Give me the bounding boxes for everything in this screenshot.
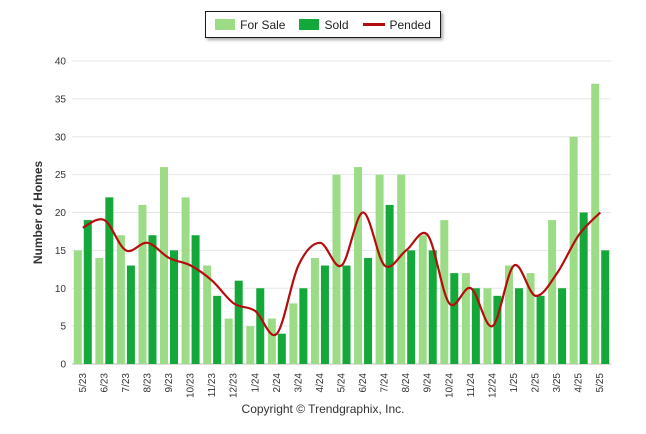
- legend-label-for-sale: For Sale: [240, 17, 286, 32]
- sold-bar: [364, 257, 373, 364]
- y-axis-title: Number of Homes: [31, 161, 45, 265]
- x-tick-label: 2/24: [272, 373, 283, 393]
- for-sale-bar: [73, 250, 82, 364]
- for-sale-bar: [160, 167, 169, 364]
- x-tick-label: 10/23: [186, 373, 197, 398]
- sold-bar: [428, 250, 437, 364]
- sold-bar: [342, 265, 351, 364]
- sold-bar: [170, 250, 179, 364]
- legend-item-sold[interactable]: Sold: [299, 17, 349, 32]
- x-tick-label: 5/24: [337, 373, 348, 393]
- x-tick-label: 5/25: [595, 373, 606, 393]
- x-tick-label: 6/24: [358, 373, 369, 393]
- for-sale-bar: [116, 235, 125, 364]
- for-sale-bar: [95, 257, 104, 364]
- for-sale-bar: [181, 197, 190, 364]
- y-tick-label: 35: [55, 94, 67, 105]
- x-tick-label: 8/24: [401, 373, 412, 393]
- sold-bar: [558, 288, 567, 364]
- sold-swatch-icon: [299, 19, 320, 30]
- for-sale-bar: [483, 288, 492, 364]
- x-tick-label: 4/24: [315, 373, 326, 393]
- sold-bar: [126, 265, 135, 364]
- sold-bar: [536, 295, 545, 364]
- for-sale-bar: [504, 265, 513, 364]
- x-tick-label: 2/25: [531, 373, 542, 393]
- for-sale-bar: [310, 257, 319, 364]
- x-tick-label: 10/24: [444, 373, 455, 398]
- sold-bar: [256, 288, 265, 364]
- legend-item-pended[interactable]: Pended: [362, 17, 431, 32]
- x-tick-label: 4/25: [574, 373, 585, 393]
- sold-bar: [299, 288, 308, 364]
- sold-bar: [320, 265, 329, 364]
- x-tick-label: 3/25: [552, 373, 563, 393]
- x-tick-label: 5/23: [78, 373, 89, 393]
- for-sale-bar: [375, 174, 384, 364]
- x-tick-label: 3/24: [293, 373, 304, 393]
- x-tick-label: 1/25: [509, 373, 520, 393]
- for-sale-bar: [246, 326, 255, 364]
- for-sale-bar: [591, 83, 600, 364]
- sold-bar: [407, 250, 416, 364]
- sold-bar: [234, 280, 243, 364]
- for-sale-swatch-icon: [215, 19, 236, 30]
- y-tick-label: 5: [60, 322, 66, 333]
- for-sale-bar: [354, 167, 363, 364]
- x-tick-label: 11/24: [466, 373, 477, 398]
- for-sale-bar: [397, 174, 406, 364]
- sold-bar: [277, 333, 286, 364]
- for-sale-bar: [548, 220, 557, 364]
- x-tick-label: 9/24: [423, 373, 434, 393]
- for-sale-bar: [289, 303, 298, 364]
- pended-line-swatch-icon: [362, 23, 385, 26]
- for-sale-bar: [569, 136, 578, 364]
- y-tick-label: 0: [60, 360, 66, 371]
- x-tick-label: 6/23: [99, 373, 110, 393]
- sold-bar: [493, 295, 502, 364]
- x-tick-label: 12/23: [229, 373, 240, 398]
- sold-bar: [601, 250, 610, 364]
- for-sale-bar: [224, 318, 233, 364]
- x-tick-label: 12/24: [487, 373, 498, 398]
- sold-bar: [471, 288, 480, 364]
- sold-bar: [148, 235, 157, 364]
- legend-label-pended: Pended: [389, 17, 431, 32]
- sold-bar: [514, 288, 523, 364]
- sold-bar: [105, 197, 114, 364]
- x-tick-label: 11/23: [207, 373, 218, 398]
- sold-bar: [579, 212, 588, 364]
- x-tick-label: 7/24: [380, 373, 391, 393]
- sold-bar: [450, 273, 459, 364]
- y-tick-label: 15: [55, 246, 67, 257]
- x-tick-label: 1/24: [250, 373, 261, 393]
- legend-label-sold: Sold: [324, 17, 349, 32]
- sold-bar: [385, 204, 394, 364]
- sold-bar: [83, 220, 92, 364]
- pended-series-line: [82, 211, 602, 337]
- y-tick-label: 30: [55, 132, 67, 143]
- for-sale-bar: [332, 174, 341, 364]
- legend-item-for-sale[interactable]: For Sale: [215, 18, 285, 32]
- for-sale-bar: [461, 273, 470, 364]
- y-tick-label: 40: [55, 57, 67, 68]
- y-tick-label: 10: [55, 284, 67, 295]
- for-sale-bar: [267, 318, 276, 364]
- copyright-text: Copyright © Trendgraphix, Inc.: [241, 402, 405, 416]
- for-sale-bar: [138, 204, 147, 364]
- sold-bar: [213, 295, 222, 364]
- for-sale-bar: [203, 265, 212, 364]
- x-tick-label: 7/23: [121, 373, 132, 393]
- for-sale-bar: [526, 273, 535, 364]
- chart-legend: For Sale Sold Pended: [205, 11, 441, 38]
- for-sale-bar: [418, 235, 427, 364]
- x-tick-label: 9/23: [164, 373, 175, 393]
- x-tick-label: 8/23: [142, 373, 153, 393]
- sold-bar: [191, 235, 200, 364]
- y-tick-label: 25: [55, 170, 67, 181]
- y-tick-label: 20: [55, 208, 67, 219]
